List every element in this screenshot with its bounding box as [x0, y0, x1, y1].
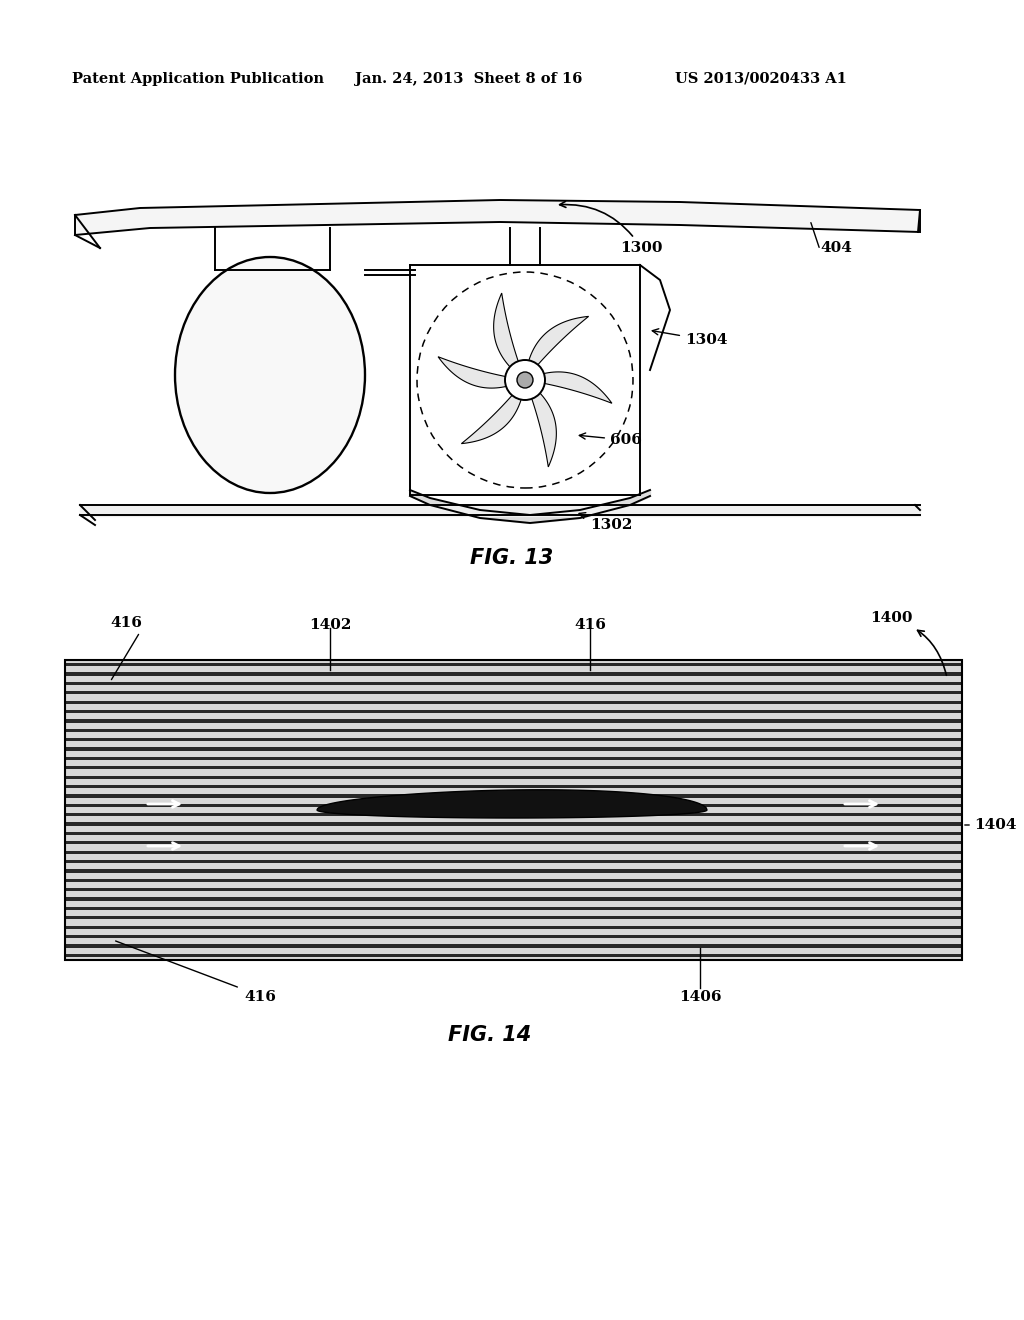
Bar	[65, 884, 962, 895]
Bar	[65, 804, 962, 807]
Polygon shape	[525, 317, 589, 380]
Bar	[65, 710, 962, 713]
Bar	[65, 669, 962, 678]
Bar	[65, 895, 962, 904]
Bar	[65, 756, 962, 760]
Polygon shape	[525, 372, 612, 404]
Bar	[65, 935, 962, 939]
Bar	[65, 850, 962, 854]
Bar	[65, 791, 962, 801]
Text: 1302: 1302	[580, 512, 633, 532]
Text: 416: 416	[110, 616, 142, 630]
Bar	[65, 916, 962, 920]
Bar	[65, 717, 962, 726]
Bar	[65, 907, 962, 909]
Bar	[65, 950, 962, 960]
Bar	[65, 688, 962, 697]
Bar	[65, 941, 962, 950]
Bar	[65, 729, 962, 733]
Polygon shape	[75, 201, 920, 235]
Bar	[65, 735, 962, 744]
Bar	[65, 838, 962, 847]
Text: 1300: 1300	[560, 202, 663, 255]
Bar	[65, 726, 962, 735]
Text: Jan. 24, 2013  Sheet 8 of 16: Jan. 24, 2013 Sheet 8 of 16	[355, 73, 583, 86]
Bar	[65, 953, 962, 957]
Bar	[65, 829, 962, 838]
Bar	[65, 866, 962, 875]
Text: 1406: 1406	[679, 990, 721, 1005]
Text: 416: 416	[244, 990, 275, 1005]
Bar	[65, 663, 962, 667]
Bar	[65, 776, 962, 779]
Bar	[65, 810, 962, 820]
Bar	[65, 660, 962, 669]
Text: 1304: 1304	[652, 329, 727, 347]
Bar	[65, 678, 962, 688]
Bar	[65, 813, 962, 816]
Bar	[65, 932, 962, 941]
Text: 416: 416	[574, 618, 606, 632]
Bar	[65, 719, 962, 722]
Bar	[65, 875, 962, 884]
Polygon shape	[494, 293, 525, 380]
Text: 1402: 1402	[309, 618, 351, 632]
Circle shape	[517, 372, 534, 388]
Polygon shape	[525, 380, 556, 467]
Text: FIG. 14: FIG. 14	[449, 1026, 531, 1045]
Bar	[65, 701, 962, 704]
Text: US 2013/0020433 A1: US 2013/0020433 A1	[675, 73, 847, 86]
Bar	[65, 754, 962, 763]
Bar	[65, 879, 962, 882]
Bar	[65, 923, 962, 932]
Bar	[65, 672, 962, 676]
Bar	[65, 692, 962, 694]
Bar	[65, 682, 962, 685]
Bar	[65, 785, 962, 788]
Bar	[65, 660, 962, 960]
Text: 404: 404	[820, 242, 852, 255]
Bar	[65, 795, 962, 797]
Bar	[65, 781, 962, 791]
Bar	[65, 801, 962, 810]
Text: 606: 606	[580, 433, 642, 447]
Bar	[65, 832, 962, 836]
Text: 1404: 1404	[974, 818, 1017, 832]
Text: FIG. 13: FIG. 13	[470, 548, 554, 568]
Polygon shape	[317, 789, 707, 818]
Bar	[65, 744, 962, 754]
Bar	[65, 857, 962, 866]
Circle shape	[505, 360, 545, 400]
Bar	[65, 944, 962, 948]
Polygon shape	[462, 380, 525, 444]
Bar	[65, 708, 962, 717]
Ellipse shape	[175, 257, 365, 492]
Polygon shape	[438, 356, 525, 388]
Text: Patent Application Publication: Patent Application Publication	[72, 73, 324, 86]
Bar	[65, 738, 962, 742]
Bar	[65, 766, 962, 770]
Bar	[65, 913, 962, 923]
Bar	[65, 747, 962, 751]
Bar	[65, 820, 962, 829]
Bar	[65, 859, 962, 863]
Bar	[65, 697, 962, 708]
Text: 1400: 1400	[870, 611, 946, 676]
Bar	[65, 888, 962, 891]
Bar	[65, 772, 962, 781]
Bar	[65, 898, 962, 900]
Bar	[65, 822, 962, 826]
Bar	[65, 925, 962, 929]
Bar	[65, 841, 962, 845]
Bar	[65, 870, 962, 873]
Bar	[65, 904, 962, 913]
Bar	[65, 847, 962, 857]
Bar	[65, 763, 962, 772]
